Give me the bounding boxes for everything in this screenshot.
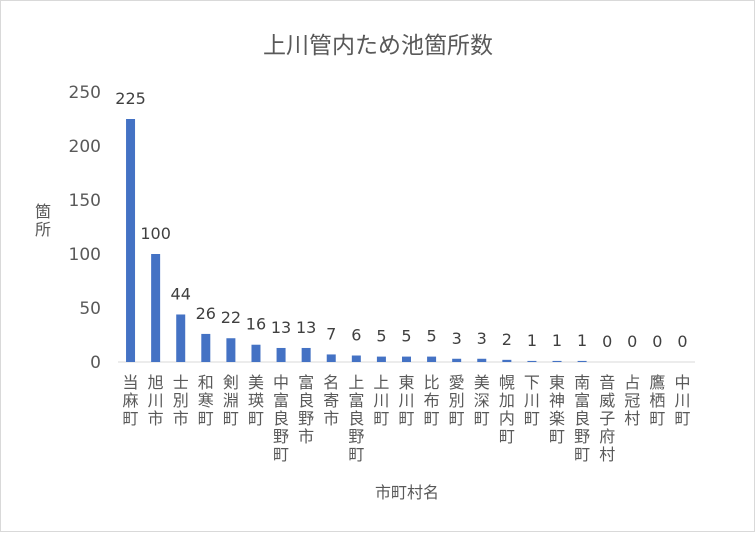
category-label: 上川町 bbox=[373, 373, 389, 428]
data-label: 1 bbox=[552, 331, 562, 350]
bar bbox=[552, 360, 562, 362]
category-label: 下川町 bbox=[524, 373, 540, 428]
category-label: 名寄市 bbox=[323, 373, 339, 428]
category-label: 中川町 bbox=[674, 373, 690, 428]
data-label: 13 bbox=[296, 318, 316, 337]
y-tick-label: 0 bbox=[90, 353, 101, 373]
data-label: 2 bbox=[502, 330, 512, 349]
data-label: 7 bbox=[326, 324, 336, 343]
bar bbox=[452, 358, 462, 362]
data-label: 26 bbox=[196, 304, 216, 323]
y-tick-label: 250 bbox=[69, 83, 101, 103]
category-label: 旭川市 bbox=[148, 373, 164, 428]
y-tick-label: 150 bbox=[69, 191, 101, 211]
data-label: 0 bbox=[627, 332, 637, 351]
bar bbox=[502, 359, 512, 362]
bar bbox=[402, 356, 411, 362]
data-label: 0 bbox=[652, 332, 662, 351]
category-label: 東神楽町 bbox=[549, 373, 565, 446]
category-label: 鷹栖町 bbox=[649, 373, 665, 428]
data-label: 3 bbox=[477, 329, 487, 348]
category-label: 当麻町 bbox=[123, 373, 139, 428]
data-label: 3 bbox=[452, 329, 462, 348]
y-tick-label: 200 bbox=[69, 137, 101, 157]
data-label: 13 bbox=[271, 318, 291, 337]
category-label: 富良野市 bbox=[298, 373, 314, 446]
bar bbox=[226, 338, 236, 362]
bar bbox=[326, 354, 336, 362]
category-label: 中富良野町 bbox=[273, 373, 289, 464]
bar bbox=[527, 360, 537, 362]
data-label: 0 bbox=[602, 332, 612, 351]
data-label: 6 bbox=[351, 326, 361, 345]
data-label: 0 bbox=[677, 332, 687, 351]
data-label: 5 bbox=[426, 327, 436, 346]
y-axis-title: 箇所 bbox=[35, 202, 51, 239]
category-labels: 当麻町旭川市士別市和寒町剣淵町美瑛町中富良野町富良野市名寄市上富良野町上川町東川… bbox=[123, 373, 691, 464]
bars bbox=[126, 119, 587, 362]
category-label: 幌加内町 bbox=[499, 373, 515, 446]
bar bbox=[577, 360, 587, 362]
bar bbox=[176, 314, 186, 362]
category-label: 士別市 bbox=[173, 373, 189, 428]
data-label: 44 bbox=[171, 284, 191, 303]
bar bbox=[126, 119, 136, 362]
bar bbox=[351, 355, 361, 362]
y-axis-title-text: 箇所 bbox=[35, 202, 51, 239]
x-axis-title: 市町村名 bbox=[375, 483, 439, 502]
data-label: 100 bbox=[140, 224, 171, 243]
category-label: 美深町 bbox=[474, 373, 490, 428]
bar bbox=[251, 344, 261, 362]
bar bbox=[276, 347, 286, 362]
bar bbox=[201, 333, 211, 362]
category-label: 音威子府村 bbox=[599, 373, 615, 464]
category-label: 剣淵町 bbox=[223, 373, 239, 428]
category-label: 上富良野町 bbox=[348, 373, 364, 464]
data-label: 16 bbox=[246, 315, 266, 334]
category-label: 東川町 bbox=[398, 373, 414, 428]
category-label: 美瑛町 bbox=[248, 373, 264, 428]
data-label: 5 bbox=[376, 327, 386, 346]
y-tick-label: 50 bbox=[79, 299, 101, 319]
y-axis-ticks: 0 50 100 150 200 250 bbox=[69, 83, 101, 373]
y-tick-label: 100 bbox=[69, 245, 101, 265]
bar bbox=[477, 358, 487, 362]
category-label: 和寒町 bbox=[198, 373, 214, 428]
bar bbox=[376, 356, 386, 362]
data-label: 22 bbox=[221, 308, 241, 327]
bar bbox=[151, 254, 161, 362]
data-label: 1 bbox=[577, 331, 587, 350]
data-label: 5 bbox=[401, 327, 411, 346]
data-label: 225 bbox=[115, 89, 146, 108]
bar bbox=[427, 356, 437, 362]
category-label: 愛別町 bbox=[449, 373, 465, 428]
chart-title: 上川管内ため池箇所数 bbox=[263, 33, 493, 59]
bar bbox=[301, 347, 311, 362]
category-label: 占冠村 bbox=[624, 373, 640, 428]
category-label: 南富良野町 bbox=[574, 373, 590, 464]
category-label: 比布町 bbox=[424, 373, 440, 428]
data-label: 1 bbox=[527, 331, 537, 350]
